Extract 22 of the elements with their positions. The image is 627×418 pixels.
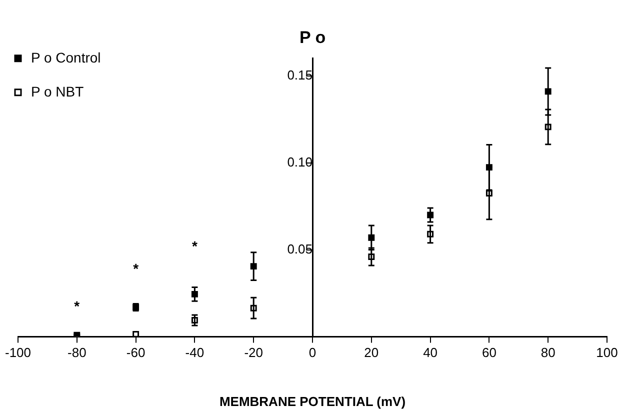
x-tick-label: 100 bbox=[596, 345, 618, 360]
legend-label: P o Control bbox=[31, 49, 101, 66]
x-tick-label: 0 bbox=[308, 345, 316, 360]
legend-label: P o NBT bbox=[31, 83, 84, 100]
annotation: * bbox=[133, 260, 140, 277]
x-tick-label: 20 bbox=[364, 345, 379, 360]
point bbox=[132, 330, 140, 337]
x-tick-label: -20 bbox=[244, 345, 263, 360]
y-tick-label: 0.15 bbox=[287, 67, 312, 82]
annotation: * bbox=[74, 298, 80, 314]
x-tick-label: 60 bbox=[482, 345, 496, 360]
chart-title: P o bbox=[299, 28, 326, 47]
x-tick-label: 80 bbox=[540, 345, 556, 360]
annotation: * bbox=[192, 238, 198, 254]
x-tick-label: 40 bbox=[423, 345, 438, 360]
y-tick-label: 0.10 bbox=[287, 154, 312, 170]
x-axis-title: MEMBRANE POTENTIAL (mV) bbox=[219, 394, 406, 409]
x-tick-label: -80 bbox=[68, 345, 86, 360]
x-tick-label: -100 bbox=[4, 345, 32, 360]
y-tick-label: 0.05 bbox=[287, 241, 312, 256]
x-tick-label: -60 bbox=[126, 345, 146, 360]
x-tick-label: -40 bbox=[185, 345, 204, 360]
